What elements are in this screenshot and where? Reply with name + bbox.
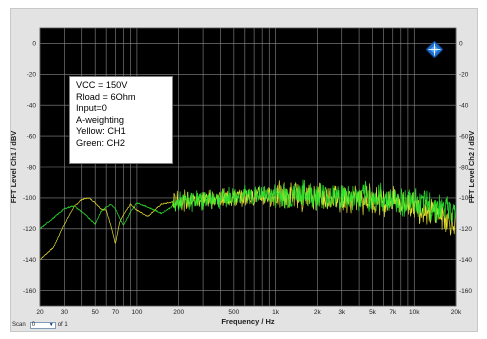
annotation-vcc: VCC = 150V (76, 80, 128, 90)
y-tick-label-left: -60 (27, 133, 37, 140)
y-tick-label-right: -20 (459, 72, 469, 79)
annotation-input: Input=0 (76, 103, 107, 113)
chevron-down-icon: ▼ (48, 322, 54, 328)
scan-select[interactable]: 0 ▼ (29, 321, 56, 329)
y-tick-label-left: -80 (27, 164, 37, 171)
x-tick-label: 50 (92, 309, 100, 316)
y-tick-label-left: -120 (23, 226, 36, 233)
x-axis-title: Frequency / Hz (221, 317, 275, 326)
x-tick-label: 70 (112, 309, 120, 316)
y-axis-title-right: FFT Level Ch2 / dBV (467, 131, 476, 204)
grid (39, 28, 457, 306)
y-tick-label-left: -140 (23, 257, 36, 264)
x-tick-label: 100 (131, 309, 142, 316)
annotation-weighting: A-weighting (76, 114, 125, 125)
x-tick-label: 7k (389, 309, 397, 316)
x-tick-label: 2k (314, 309, 322, 316)
y-tick-label-left: -40 (27, 103, 37, 110)
y-tick-label-right: -60 (459, 133, 469, 140)
scan-control: Scan 0 ▼ of 1 (12, 320, 68, 330)
series-line-ch2 (39, 179, 457, 230)
y-tick-label-right: -80 (459, 164, 469, 171)
y-tick-label-right: 0 (459, 41, 463, 48)
x-tick-label: 200 (173, 309, 184, 316)
x-tick-label: 20 (36, 309, 44, 316)
y-tick-label-left: 0 (32, 41, 36, 48)
y-tick-label-left: -160 (23, 288, 36, 295)
x-tick-label: 30 (61, 309, 69, 316)
x-tick-label: 10k (409, 309, 420, 316)
scan-suffix: of 1 (57, 322, 68, 328)
y-tick-label-left: -100 (23, 195, 36, 202)
y-axis-title-left: FFT Level Ch1 / dBV (9, 131, 18, 204)
x-tick-label: 1k (272, 309, 280, 316)
x-tick-label: 5k (369, 309, 377, 316)
annotation-yellow: Yellow: CH1 (76, 126, 126, 136)
x-tick-label: 3k (338, 309, 346, 316)
y-tick-label-left: -20 (27, 72, 37, 79)
rohde-schwarz-diamond-icon (426, 41, 443, 58)
annotation-green: Green: CH2 (76, 137, 126, 148)
y-tick-label-right: -100 (459, 195, 472, 202)
scan-value: 0 (31, 322, 36, 328)
scan-label: Scan (12, 322, 26, 328)
plot-border (39, 27, 457, 307)
annotation-box: VCC = 150V Rload = 6Ohm Input=0 A-weight… (69, 76, 173, 164)
y-tick-label-right: -120 (459, 226, 472, 233)
y-tick-label-right: -40 (459, 103, 469, 110)
y-tick-label-right: -140 (459, 257, 472, 264)
annotation-rload: Rload = 6Ohm (76, 91, 136, 102)
x-tick-label: 20k (451, 309, 462, 316)
x-tick-label: 500 (228, 309, 239, 316)
y-tick-label-right: -160 (459, 288, 472, 295)
